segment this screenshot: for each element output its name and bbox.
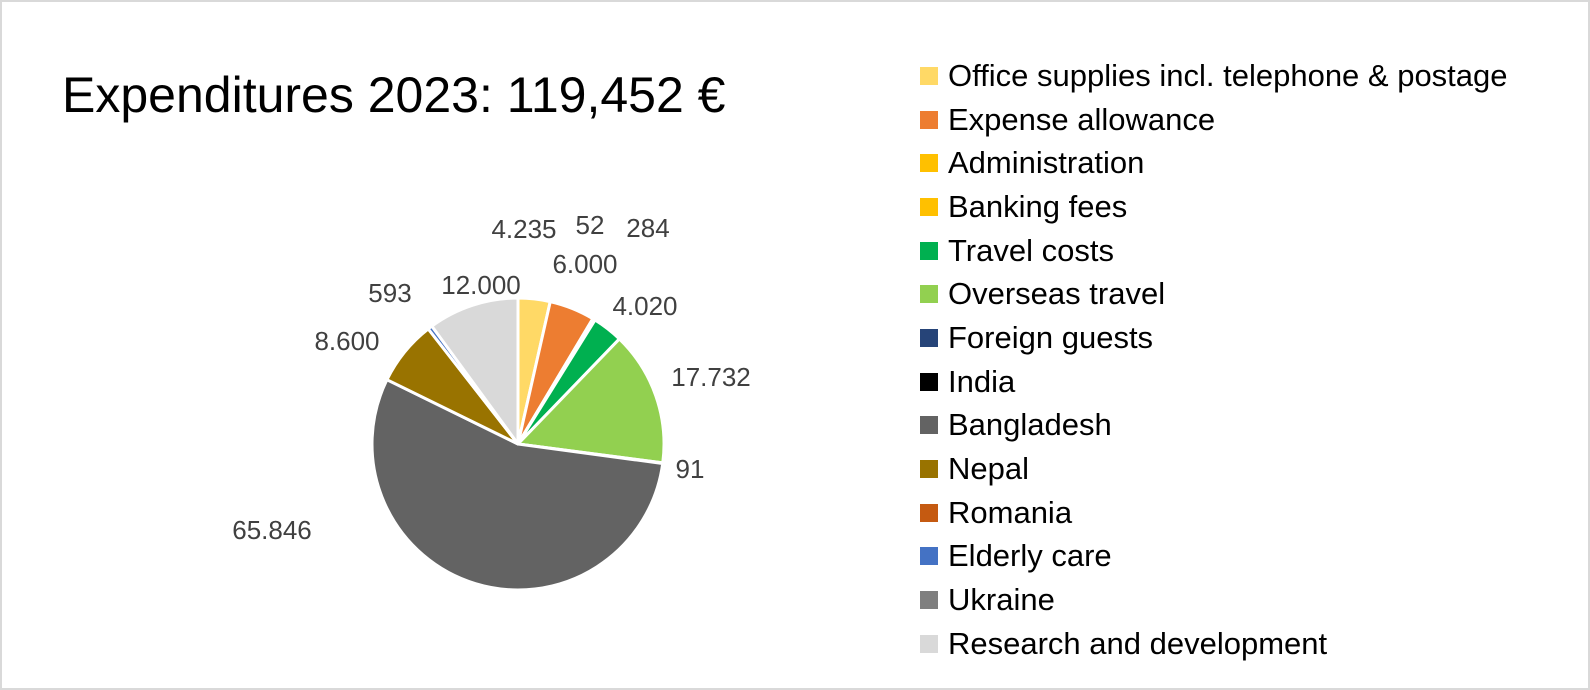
data-label: 4.020 — [612, 291, 677, 321]
legend-item: Romania — [920, 491, 1508, 535]
chart-legend: Office supplies incl. telephone & postag… — [920, 54, 1508, 666]
legend-item: Ukraine — [920, 578, 1508, 622]
legend-label: Overseas travel — [948, 276, 1166, 312]
legend-swatch — [920, 372, 938, 391]
data-label: 91 — [676, 454, 705, 484]
legend-swatch — [920, 591, 938, 610]
pie-slices — [370, 296, 666, 592]
legend-swatch — [920, 241, 938, 260]
data-label: 12.000 — [441, 270, 521, 300]
legend-label: Travel costs — [948, 232, 1114, 268]
legend-swatch — [920, 328, 938, 347]
legend-swatch — [920, 154, 938, 173]
pie-slice-bangladesh — [370, 378, 665, 592]
pie-slice-research-and-development — [430, 296, 520, 446]
legend-item: Banking fees — [920, 185, 1508, 229]
legend-label: Foreign guests — [948, 319, 1154, 355]
data-label: 593 — [368, 278, 411, 308]
legend-item: Administration — [920, 141, 1508, 185]
data-label: 4.235 — [491, 214, 556, 244]
legend-item: India — [920, 360, 1508, 404]
legend-swatch — [920, 285, 938, 304]
legend-label: India — [948, 363, 1016, 399]
legend-item: Research and development — [920, 622, 1508, 666]
legend-swatch — [920, 197, 938, 216]
legend-item: Nepal — [920, 447, 1508, 491]
chart-title: Expenditures 2023: 119,452 € — [62, 67, 726, 123]
legend-item: Expense allowance — [920, 98, 1508, 142]
data-label: 65.846 — [232, 515, 312, 545]
legend-swatch — [920, 66, 938, 85]
legend-label: Elderly care — [948, 538, 1112, 574]
legend-label: Romania — [948, 494, 1073, 530]
legend-label: Expense allowance — [948, 101, 1216, 137]
legend-item: Travel costs — [920, 229, 1508, 273]
legend-swatch — [920, 460, 938, 479]
legend-swatch — [920, 110, 938, 129]
data-label: 52 — [576, 210, 605, 240]
legend-label: Nepal — [948, 451, 1029, 487]
legend-item: Overseas travel — [920, 272, 1508, 316]
legend-label: Research and development — [948, 625, 1328, 661]
legend-swatch — [920, 503, 938, 522]
legend-label: Banking fees — [948, 188, 1128, 224]
legend-swatch — [920, 416, 938, 435]
data-label: 6.000 — [552, 249, 617, 279]
legend-item: Office supplies incl. telephone & postag… — [920, 54, 1508, 98]
pie-data-labels: 4.235 6.000 52 284 4.020 17.732 91 65.846 8.600 5… — [232, 210, 751, 545]
pie-slice-overseas-travel — [516, 337, 666, 465]
legend-label: Office supplies incl. telephone & postag… — [948, 57, 1508, 93]
legend-label: Ukraine — [948, 582, 1055, 618]
data-label: 8.600 — [314, 326, 379, 356]
legend-item: Foreign guests — [920, 316, 1508, 360]
legend-label: Bangladesh — [948, 407, 1112, 443]
data-label: 284 — [626, 213, 669, 243]
data-label: 17.732 — [671, 362, 751, 392]
legend-swatch — [920, 547, 938, 566]
legend-label: Administration — [948, 145, 1145, 181]
legend-item: Elderly care — [920, 535, 1508, 579]
legend-item: Bangladesh — [920, 404, 1508, 448]
legend-swatch — [920, 634, 938, 653]
